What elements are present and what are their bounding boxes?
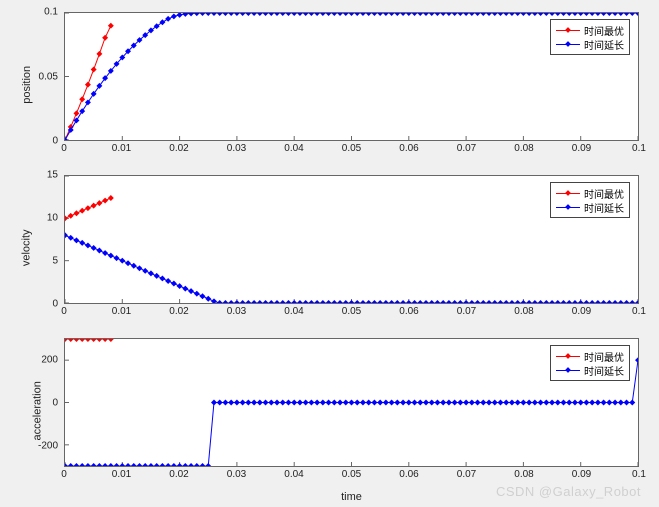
xticks-velocity: 00.010.020.030.040.050.060.070.080.090.1 — [64, 306, 639, 322]
subplot-position: position 00.050.1 时间最优时间延长 00.010.020.03… — [10, 8, 649, 163]
legend-position: 时间最优时间延长 — [550, 19, 630, 55]
plot-area-acceleration: 时间最优时间延长 — [64, 338, 639, 467]
plot-area-position: 时间最优时间延长 — [64, 12, 639, 141]
legend-velocity: 时间最优时间延长 — [550, 182, 630, 218]
yticks-position: 00.050.1 — [10, 12, 60, 141]
xticks-acceleration: 00.010.020.030.040.050.060.070.080.090.1 — [64, 469, 639, 485]
subplot-velocity: velocity 051015 时间最优时间延长 00.010.020.030.… — [10, 171, 649, 326]
xlabel: time — [64, 491, 639, 503]
yticks-acceleration: -2000200 — [10, 338, 60, 467]
subplot-acceleration: acceleration -2000200 时间最优时间延长 00.010.02… — [10, 334, 649, 489]
plot-area-velocity: 时间最优时间延长 — [64, 175, 639, 304]
xticks-position: 00.010.020.030.040.050.060.070.080.090.1 — [64, 143, 639, 159]
figure: position 00.050.1 时间最优时间延长 00.010.020.03… — [0, 0, 659, 507]
yticks-velocity: 051015 — [10, 175, 60, 304]
legend-acceleration: 时间最优时间延长 — [550, 345, 630, 381]
